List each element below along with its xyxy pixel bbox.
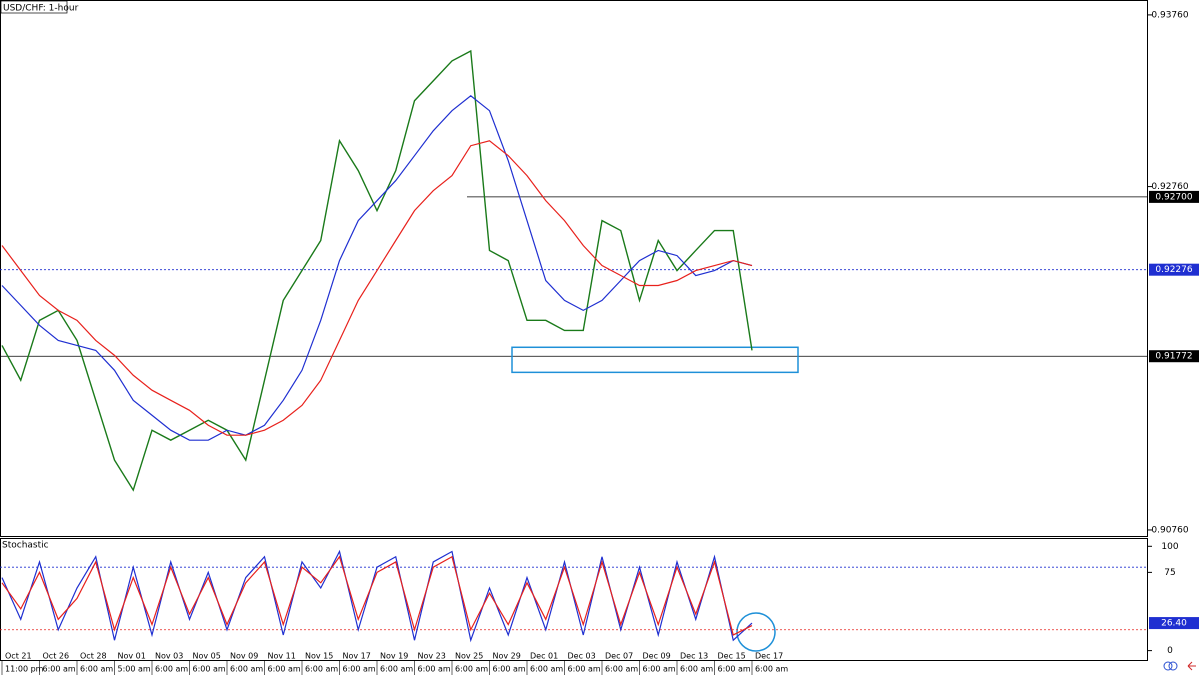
icon bbox=[1187, 661, 1196, 671]
y-tick-label: 0.90760 bbox=[1151, 525, 1188, 535]
price-panel bbox=[0, 0, 1148, 537]
price-tag-label: 26.40 bbox=[1161, 619, 1187, 629]
x-tick-time: 6:00 am bbox=[718, 665, 751, 674]
x-tick-label: Nov 03 bbox=[155, 652, 183, 661]
series-line bbox=[1, 49, 753, 492]
stochastic-panel bbox=[0, 538, 1148, 661]
x-tick-label: Nov 11 bbox=[268, 652, 296, 661]
title-box bbox=[0, 0, 68, 14]
x-tick-time: 6:00 am bbox=[230, 665, 263, 674]
x-tick-time: 6:00 am bbox=[43, 665, 76, 674]
x-tick-label: Nov 15 bbox=[305, 652, 333, 661]
x-tick-label: Nov 01 bbox=[118, 652, 146, 661]
price-tag bbox=[1149, 617, 1199, 630]
x-tick-time: 6:00 am bbox=[680, 665, 713, 674]
x-tick-time: 6:00 am bbox=[305, 665, 338, 674]
y-tick-label: 0.93760 bbox=[1151, 10, 1188, 20]
x-tick-label: Nov 19 bbox=[380, 652, 408, 661]
x-tick-time: 6:00 am bbox=[343, 665, 376, 674]
y-tick-label: 100 bbox=[1161, 542, 1178, 552]
x-tick-time: 6:00 am bbox=[155, 665, 188, 674]
icon bbox=[1163, 661, 1173, 671]
x-tick-time: 6:00 am bbox=[755, 665, 788, 674]
x-tick-label: Dec 17 bbox=[755, 652, 783, 661]
x-tick-label: Nov 23 bbox=[418, 652, 446, 661]
icon bbox=[1168, 661, 1178, 671]
x-tick-time: 6:00 am bbox=[455, 665, 488, 674]
price-tag bbox=[1149, 350, 1199, 363]
price-tag-label: 0.92700 bbox=[1155, 192, 1192, 202]
x-tick-time: 6:00 am bbox=[80, 665, 113, 674]
highlight-circle bbox=[736, 612, 776, 652]
price-tag bbox=[1149, 190, 1199, 203]
price-tag-label: 0.92276 bbox=[1155, 265, 1192, 275]
x-tick-time: 11:00 pm bbox=[5, 665, 44, 674]
x-tick-time: 6:00 am bbox=[268, 665, 301, 674]
x-tick-label: Nov 17 bbox=[343, 652, 371, 661]
x-tick-time: 6:00 am bbox=[380, 665, 413, 674]
price-tag-label: 0.91772 bbox=[1155, 352, 1192, 362]
x-tick-time: 6:00 am bbox=[493, 665, 526, 674]
x-tick-label: Oct 21 bbox=[5, 652, 32, 661]
x-tick-time: 6:00 am bbox=[605, 665, 638, 674]
y-tick-label: 0 bbox=[1167, 646, 1173, 656]
x-tick-label: Nov 05 bbox=[193, 652, 221, 661]
price-tag bbox=[1149, 263, 1199, 276]
x-tick-time: 6:00 am bbox=[643, 665, 676, 674]
x-tick-label: Oct 28 bbox=[80, 652, 107, 661]
x-tick-label: Nov 29 bbox=[493, 652, 521, 661]
x-tick-label: Nov 25 bbox=[455, 652, 483, 661]
chart-title: USD/CHF: 1-hour bbox=[3, 4, 79, 14]
y-tick-label: 0.92760 bbox=[1151, 182, 1188, 192]
series-line bbox=[1, 555, 753, 636]
x-tick-time: 5:00 am bbox=[118, 665, 151, 674]
panel-title: Stochastic bbox=[2, 541, 49, 551]
x-tick-label: Dec 01 bbox=[530, 652, 558, 661]
x-tick-time: 6:00 am bbox=[193, 665, 226, 674]
x-tick-label: Dec 07 bbox=[605, 652, 633, 661]
zone bbox=[511, 346, 799, 374]
x-tick-label: Dec 15 bbox=[718, 652, 746, 661]
x-tick-time: 6:00 am bbox=[530, 665, 563, 674]
y-tick-label: 75 bbox=[1164, 568, 1175, 578]
series-line bbox=[1, 140, 753, 436]
x-tick-label: Dec 09 bbox=[643, 652, 671, 661]
x-tick-time: 6:00 am bbox=[418, 665, 451, 674]
x-tick-time: 6:00 am bbox=[568, 665, 601, 674]
x-tick-label: Oct 26 bbox=[43, 652, 70, 661]
toolbar-icons bbox=[1163, 661, 1196, 671]
x-tick-label: Dec 13 bbox=[680, 652, 708, 661]
series-line bbox=[1, 95, 753, 441]
x-tick-label: Nov 09 bbox=[230, 652, 258, 661]
x-tick-label: Dec 03 bbox=[568, 652, 596, 661]
